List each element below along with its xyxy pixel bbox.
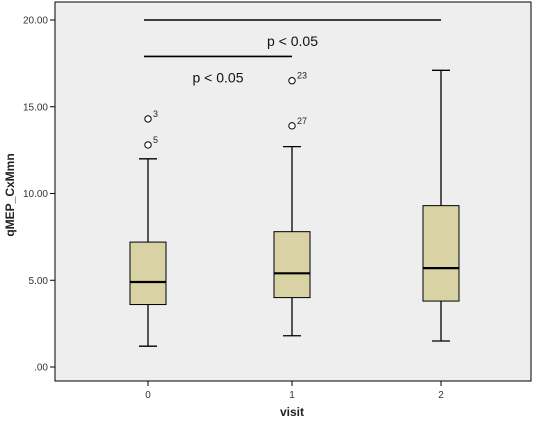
x-tick-label: 2 [438, 390, 444, 401]
significance-label: p < 0.05 [267, 33, 318, 49]
y-tick-label: .00 [34, 363, 48, 374]
y-tick-label: 10.00 [23, 189, 48, 200]
outlier-point [144, 115, 152, 123]
x-axis-title: visit [280, 405, 304, 419]
outlier-label: 5 [153, 135, 158, 145]
interquartile-box [422, 205, 460, 302]
significance-annotations: p < 0.05 p < 0.05 [144, 19, 441, 85]
outlier-point [144, 141, 152, 149]
y-tick-label: 5.00 [29, 276, 49, 287]
x-tick-label: 0 [145, 390, 151, 401]
outlier-point [288, 122, 296, 130]
interquartile-box [273, 231, 311, 299]
outlier-label: 3 [153, 109, 158, 119]
plot-area [54, 1, 532, 382]
x-tick-label: 1 [289, 390, 295, 401]
box-group-visit-1: 23 27 [273, 71, 311, 337]
outlier-label: 23 [297, 71, 307, 81]
y-tick-label: 15.00 [23, 102, 48, 113]
y-tick-label: 20.00 [23, 16, 48, 27]
significance-label: p < 0.05 [193, 69, 244, 85]
outlier-label: 27 [297, 116, 307, 126]
x-axis: 0 1 2 [145, 381, 444, 401]
box-group-visit-0: 35 [129, 109, 167, 347]
y-axis: .00 5.00 10.00 15.00 20.00 [23, 16, 55, 374]
interquartile-box [129, 241, 167, 306]
box-group-visit-2 [422, 69, 460, 342]
y-axis-title: qMEP_CxMmn [3, 153, 17, 236]
outlier-point [288, 77, 296, 85]
